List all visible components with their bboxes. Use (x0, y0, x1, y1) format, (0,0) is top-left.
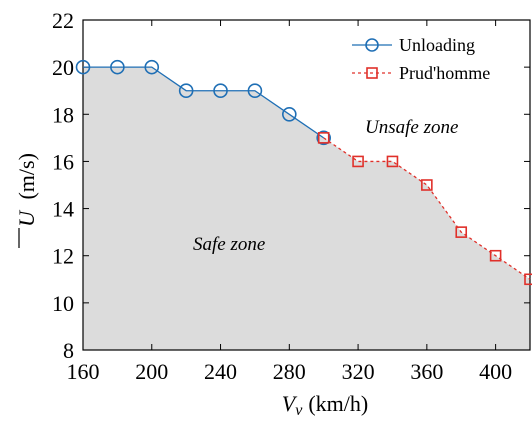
legend-unloading-label: Unloading (399, 35, 475, 55)
x-tick-label: 400 (479, 359, 512, 384)
x-tick-label: 360 (410, 359, 443, 384)
x-tick-label: 200 (135, 359, 168, 384)
safe-zone-region (83, 67, 530, 350)
y-tick-label: 22 (52, 8, 74, 33)
y-tick-label: 16 (52, 149, 74, 174)
legend: Unloading Prud'homme (352, 35, 490, 83)
x-axis-label: Vv (km/h) (282, 391, 368, 419)
safe-zone-fill (83, 67, 530, 350)
y-axis-label-unit: (m/s) (14, 153, 39, 199)
y-axis-label-symbol: U (14, 209, 39, 227)
y-tick-label: 8 (63, 338, 74, 363)
y-tick-label: 12 (52, 244, 74, 269)
x-tick-label: 280 (273, 359, 306, 384)
x-axis-label-subscript: v (295, 402, 303, 419)
safe-zone-label: Safe zone (193, 234, 265, 255)
y-axis-label: U (m/s) (14, 153, 39, 248)
unsafe-zone-label: Unsafe zone (365, 117, 458, 138)
legend-prudhomme-label: Prud'homme (399, 63, 490, 83)
y-tick-label: 10 (52, 291, 74, 316)
y-tick-label: 14 (52, 197, 74, 222)
x-tick-label: 320 (342, 359, 375, 384)
x-axis-label-unit: (km/h) (308, 391, 368, 416)
svg-text:U (m/s): U (m/s) (14, 153, 39, 227)
y-tick-label: 20 (52, 55, 74, 80)
y-tick-label: 18 (52, 102, 74, 127)
x-tick-label: 240 (204, 359, 237, 384)
